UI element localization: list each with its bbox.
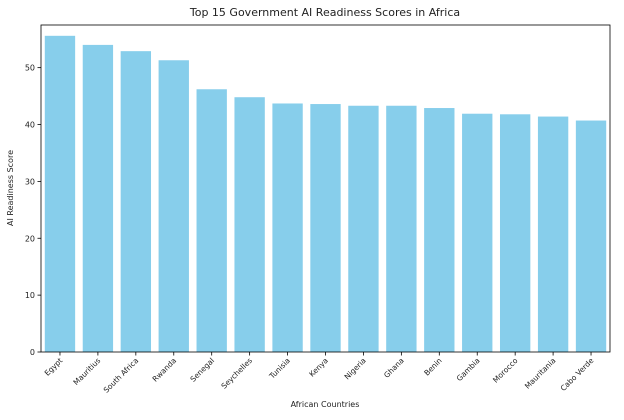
x-tick-label: Egypt <box>43 356 65 378</box>
y-axis: 0 10 20 30 40 50 <box>25 64 41 357</box>
x-tick-label: Cabo Verde <box>559 356 596 393</box>
y-tick-label: 10 <box>25 291 35 300</box>
bar-gambia <box>462 113 493 352</box>
chart-title: Top 15 Government AI Readiness Scores in… <box>189 6 460 19</box>
bar-ghana <box>386 105 417 352</box>
x-tick-label: Seychelles <box>219 356 254 391</box>
x-tick-label: Rwanda <box>151 356 179 384</box>
bar-nigeria <box>348 105 379 352</box>
x-tick-label: Morocco <box>491 356 520 385</box>
x-tick-label: Ghana <box>382 356 406 380</box>
x-tick-label: Gambia <box>455 356 482 383</box>
bar-mauritania <box>537 116 569 352</box>
x-tick-label: Mauritania <box>523 356 558 391</box>
plot-area <box>40 24 611 353</box>
bar-morocco <box>499 114 531 352</box>
bar-seychelles <box>234 97 265 352</box>
x-tick-label: Benin <box>422 356 444 378</box>
bar-south-africa <box>120 51 152 352</box>
bar-mauritius <box>82 44 114 353</box>
x-tick-label: South Africa <box>102 356 141 395</box>
bar-senegal <box>196 89 227 352</box>
x-axis-label: African Countries <box>291 400 360 409</box>
y-tick-label: 30 <box>25 177 35 186</box>
bar-benin <box>424 108 455 352</box>
x-tick-label: Tunisia <box>267 356 292 381</box>
bar-rwanda <box>158 60 189 352</box>
x-tick-label: Nigeria <box>343 356 368 381</box>
y-tick-label: 20 <box>25 234 35 243</box>
x-tick-label: Kenya <box>307 356 330 379</box>
y-axis-label: AI Readiness Score <box>6 150 15 226</box>
x-axis: Egypt Mauritius South Africa Rwanda Senegal S… <box>43 352 596 395</box>
bar-tunisia <box>272 103 303 352</box>
bar-cabo-verde <box>575 120 607 352</box>
y-tick-label: 50 <box>25 64 35 73</box>
bar-kenya <box>310 104 341 352</box>
bar-egypt <box>44 35 76 353</box>
x-tick-label: Senegal <box>188 356 216 384</box>
y-tick-label: 0 <box>30 348 35 357</box>
y-tick-label: 40 <box>25 121 35 130</box>
x-tick-label: Mauritius <box>71 356 102 387</box>
